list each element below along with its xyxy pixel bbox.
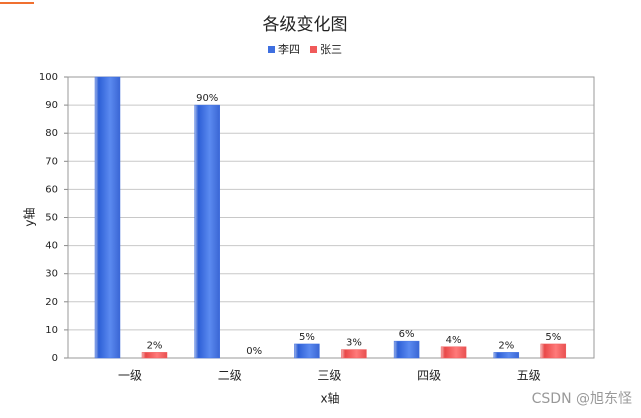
bar [540, 343, 567, 359]
y-tick-label: 50 [45, 213, 58, 224]
data-label: 2% [147, 340, 163, 351]
bar [393, 340, 420, 359]
y-tick-label: 10 [45, 325, 58, 336]
y-axis-label: y轴 [22, 207, 37, 226]
legend-swatch [268, 46, 275, 53]
bar [341, 349, 367, 359]
y-tick-label: 70 [45, 156, 58, 167]
data-label: 2% [498, 340, 514, 351]
chart-title: 各级变化图 [263, 15, 348, 35]
legend-label: 李四 [278, 42, 300, 56]
plot-frame [67, 76, 595, 359]
data-label: 5% [299, 332, 315, 343]
data-label: 90% [196, 93, 218, 104]
bar [141, 352, 168, 359]
data-label: 3% [346, 338, 362, 349]
y-tick-label: 60 [45, 184, 58, 195]
watermark: CSDN @旭东怪 [532, 391, 632, 407]
y-tick-label: 90 [45, 100, 58, 111]
data-label: 4% [446, 335, 462, 346]
bar [440, 346, 467, 359]
data-label: 6% [399, 329, 415, 340]
data-label: 0% [246, 346, 262, 357]
y-tick-label: 80 [45, 128, 58, 139]
y-tick-label: 30 [45, 269, 58, 280]
legend-swatch [310, 46, 317, 53]
bar [294, 343, 320, 359]
bar [94, 76, 121, 359]
x-tick-label: 五级 [517, 369, 541, 383]
data-label: 5% [545, 332, 561, 343]
legend-label: 张三 [320, 43, 342, 56]
y-tick-label: 0 [52, 353, 58, 364]
x-axis-label: x轴 [320, 391, 339, 406]
bar [493, 352, 520, 359]
y-tick-label: 40 [45, 241, 58, 252]
x-tick-label: 四级 [417, 369, 441, 383]
y-tick-label: 100 [39, 72, 58, 83]
x-tick-label: 二级 [218, 369, 242, 383]
y-tick-label: 20 [45, 297, 58, 308]
x-tick-label: 一级 [118, 369, 142, 383]
x-tick-label: 三级 [317, 369, 341, 383]
bar [194, 104, 220, 359]
